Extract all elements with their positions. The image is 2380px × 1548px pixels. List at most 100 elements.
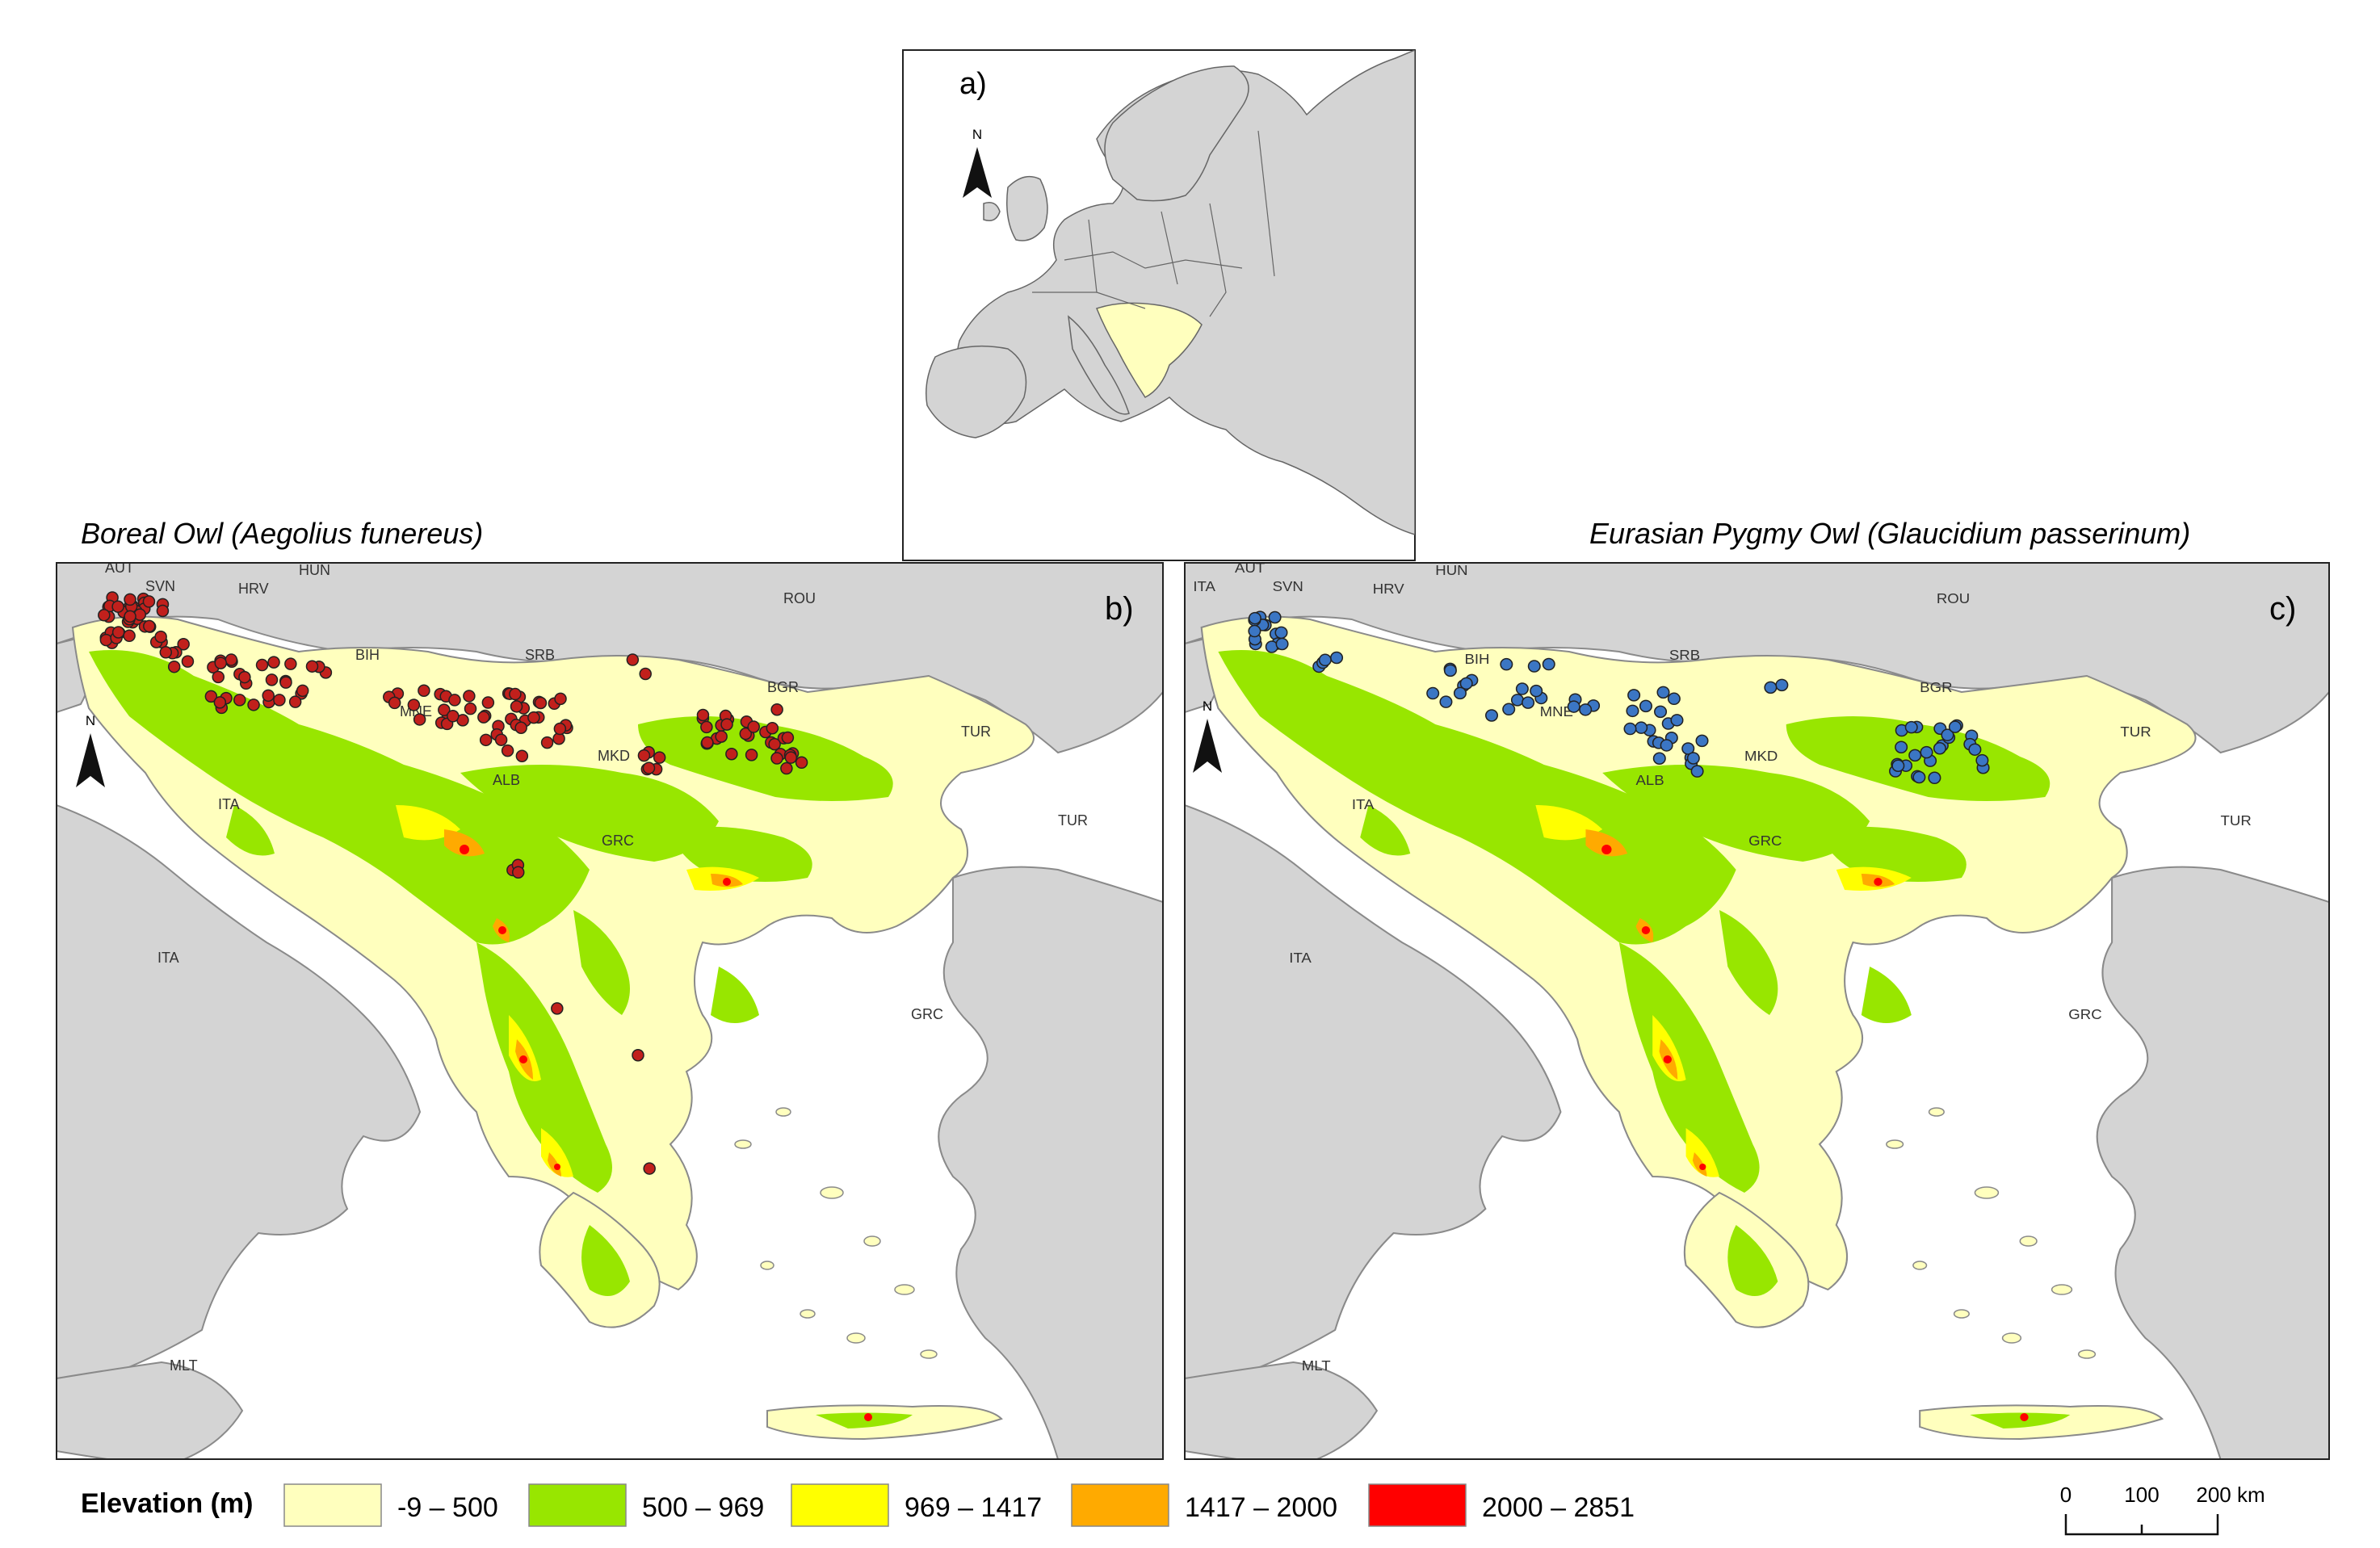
boreal-owl-observation-point: [262, 689, 275, 703]
boreal-owl-observation-point: [479, 733, 493, 747]
panel-c-label: c): [2269, 591, 2296, 627]
boreal-owl-observation-point: [204, 690, 218, 703]
boreal-owl-observation-point: [111, 626, 125, 639]
panel-c-pygmy-owl-map: AUT ITA SVN HUN HRV ROU BIH SRB BGR MNE TUR MKD ALB I…: [1184, 559, 2330, 1460]
panel-a-europe-inset-map: a) N: [902, 49, 1416, 561]
legend-label-3: 1417 – 2000: [1185, 1492, 1337, 1523]
boreal-owl-observation-point: [784, 751, 798, 764]
pygmy-owl-observation-point: [1764, 681, 1778, 694]
boreal-owl-observation-point: [247, 698, 260, 711]
country-label-bih: BIH: [1464, 650, 1489, 667]
country-label-mlt: MLT: [170, 1357, 198, 1374]
country-label-hrv: HRV: [238, 581, 269, 597]
country-label-tur: TUR: [961, 724, 991, 740]
pygmy-owl-observation-point: [1443, 664, 1457, 678]
legend-swatch-0: [283, 1483, 382, 1527]
boreal-owl-observation-point: [413, 713, 426, 726]
boreal-owl-observation-point: [124, 593, 136, 606]
pygmy-owl-observation-point: [1510, 694, 1524, 707]
country-label-rou: ROU: [1937, 589, 1970, 606]
pygmy-owl-observation-point: [1928, 771, 1941, 785]
pygmy-owl-observation-point: [1542, 657, 1555, 671]
country-label-aut: AUT: [1235, 559, 1265, 576]
boreal-owl-observation-point: [124, 610, 136, 623]
legend-title: Elevation (m): [81, 1488, 253, 1519]
boreal-owl-observation-point: [212, 670, 225, 684]
country-label-tur: TUR: [2221, 812, 2252, 829]
boreal-owl-observation-point: [637, 749, 651, 762]
pygmy-owl-observation-point: [1627, 689, 1641, 702]
pygmy-owl-observation-point: [1515, 682, 1529, 695]
boreal-owl-observation-point: [447, 710, 460, 723]
boreal-owl-observation-point: [551, 1002, 564, 1015]
panel-c-north-arrow-icon: [1193, 719, 1222, 773]
pygmy-owl-observation-point: [1904, 720, 1918, 734]
pygmy-owl-observation-point: [1681, 742, 1695, 755]
boreal-owl-observation-point: [720, 718, 733, 731]
panel-b-label: b): [1105, 591, 1134, 627]
boreal-owl-observation-point: [653, 751, 666, 764]
boreal-owl-observation-point: [463, 690, 476, 703]
boreal-owl-observation-point: [501, 744, 514, 757]
pygmy-owl-observation-point: [1667, 692, 1681, 706]
boreal-owl-observation-point: [527, 711, 540, 724]
pygmy-owl-observation-point: [1426, 686, 1440, 700]
boreal-owl-observation-point: [255, 658, 269, 672]
country-label-ita: ITA: [218, 796, 240, 812]
scale-tick-100: 100: [2124, 1483, 2159, 1507]
pygmy-owl-observation-point: [1484, 709, 1499, 722]
country-label-srb: SRB: [525, 647, 555, 663]
pygmy-owl-observation-point: [1623, 722, 1637, 736]
pygmy-owl-observation-point: [1522, 696, 1535, 709]
legend-label-0: -9 – 500: [397, 1492, 498, 1523]
panel-c-north-label: N: [1203, 698, 1212, 714]
boreal-owl-observation-point: [213, 696, 227, 709]
boreal-owl-observation-point: [142, 595, 156, 608]
pygmy-owl-observation-point: [1527, 660, 1541, 673]
pygmy-owl-observation-point: [1635, 721, 1648, 734]
pygmy-owl-observation-point: [1654, 705, 1668, 719]
pygmy-owl-observation-point: [1500, 657, 1513, 671]
boreal-owl-observation-point: [288, 695, 302, 708]
country-label-tur: TUR: [1058, 812, 1088, 829]
country-label-rou: ROU: [783, 590, 816, 606]
scandinavia: [1104, 65, 1249, 202]
panel-a-north-arrow-icon: [963, 147, 992, 198]
boreal-owl-observation-point: [515, 749, 529, 762]
legend-label-1: 500 – 969: [642, 1492, 764, 1523]
country-label-svn: SVN: [1273, 577, 1303, 594]
country-label-ita: ITA: [1289, 949, 1312, 966]
boreal-owl-observation-point: [770, 752, 783, 765]
boreal-owl-observation-point: [181, 655, 195, 668]
boreal-owl-observation-point: [407, 698, 421, 711]
pygmy-owl-observation-point: [1502, 703, 1516, 716]
boreal-owl-observation-point: [770, 703, 783, 716]
panel-a-north-label: N: [972, 127, 982, 142]
boreal-owl-observation-point: [273, 694, 286, 707]
legend-swatch-4: [1368, 1483, 1467, 1527]
boreal-owl-observation-point: [481, 696, 495, 709]
boreal-owl-observation-point: [238, 670, 251, 684]
pygmy-owl-observation-point: [1275, 637, 1289, 651]
balkans-highlight: [1096, 302, 1203, 398]
boreal-owl-observation-point: [745, 749, 758, 761]
country-label-ita: ITA: [1352, 795, 1375, 812]
country-label-grc: GRC: [911, 1006, 943, 1022]
country-label-svn: SVN: [145, 578, 175, 594]
pygmy-owl-observation-point: [1891, 759, 1905, 772]
scale-tick-200: 200 km: [2196, 1483, 2265, 1507]
boreal-owl-observation-point: [477, 711, 490, 724]
boreal-owl-observation-point: [214, 657, 228, 669]
boreal-owl-observation-point: [156, 604, 170, 618]
boreal-owl-observation-point: [514, 721, 527, 735]
boreal-owl-observation-point: [540, 736, 554, 749]
boreal-owl-observation-point: [123, 629, 136, 643]
boreal-owl-observation-point: [494, 733, 508, 746]
pygmy-owl-observation-point: [1453, 686, 1467, 700]
boreal-owl-observation-point: [739, 727, 753, 740]
country-label-alb: ALB: [493, 772, 520, 788]
boreal-owl-observation-point: [296, 684, 309, 698]
panel-b-north-label: N: [86, 713, 95, 728]
boreal-owl-observation-point: [626, 653, 640, 666]
boreal-owl-observation-point: [159, 646, 173, 659]
